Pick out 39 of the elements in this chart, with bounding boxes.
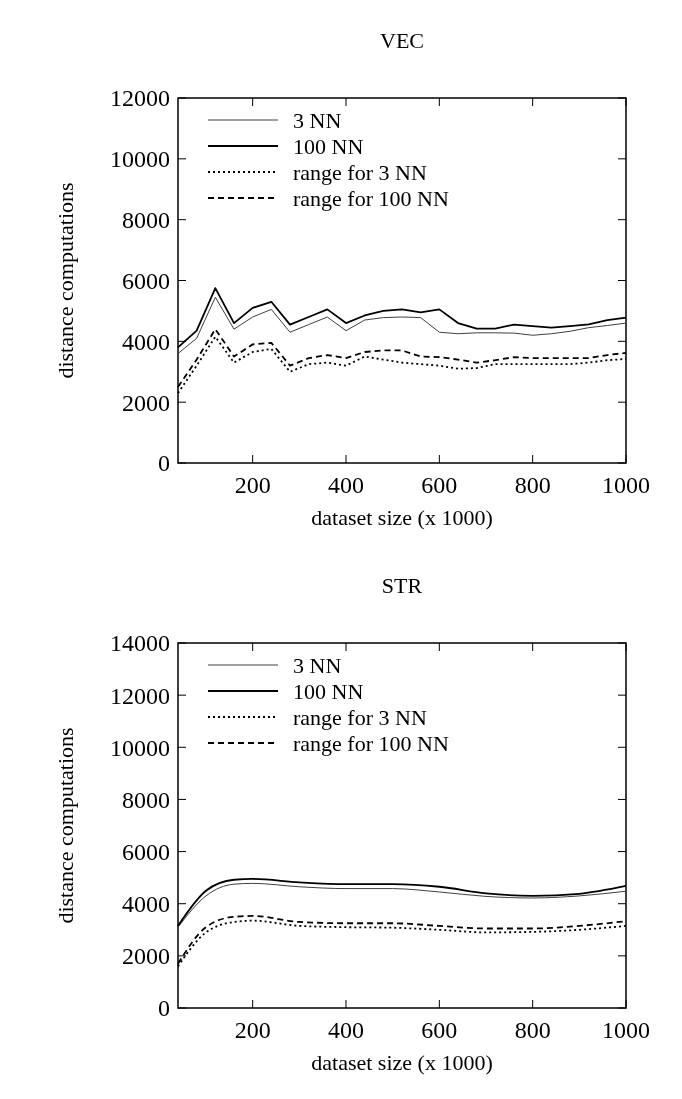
x-tick-label: 1000 xyxy=(602,1017,650,1043)
legend-label: 3 NN xyxy=(293,107,342,133)
y-tick-label: 10000 xyxy=(110,734,170,761)
chart-title: VEC xyxy=(380,28,424,53)
y-tick-label: 0 xyxy=(158,995,170,1022)
y-tick-label: 2000 xyxy=(122,943,170,970)
x-tick-label: 200 xyxy=(234,1017,271,1043)
y-tick-label: 6000 xyxy=(122,838,170,865)
y-tick-label: 6000 xyxy=(122,267,170,294)
x-tick-label: 400 xyxy=(328,472,364,498)
y-tick-label: 4000 xyxy=(122,891,170,918)
y-tick-label: 14000 xyxy=(110,630,170,657)
legend-label: 100 NN xyxy=(293,678,364,704)
y-tick-label: 12000 xyxy=(110,85,170,112)
x-tick-label: 200 xyxy=(234,472,271,498)
x-tick-label: 800 xyxy=(514,472,551,498)
legend-label: range for 100 NN xyxy=(293,185,449,211)
x-axis-title: dataset size (x 1000) xyxy=(311,505,493,530)
x-tick-label: 600 xyxy=(421,472,458,498)
y-tick-label: 12000 xyxy=(110,682,170,709)
legend-label: 3 NN xyxy=(293,652,342,678)
x-tick-label: 1000 xyxy=(602,472,650,498)
legend-label: range for 3 NN xyxy=(293,704,427,730)
legend-label: range for 100 NN xyxy=(293,730,449,756)
y-axis-title: distance computations xyxy=(53,182,78,379)
x-tick-label: 400 xyxy=(328,1017,364,1043)
y-tick-label: 8000 xyxy=(122,207,170,234)
y-tick-label: 8000 xyxy=(122,786,170,813)
legend-label: range for 3 NN xyxy=(293,159,427,185)
y-tick-label: 2000 xyxy=(122,389,170,416)
y-axis-title: distance computations xyxy=(53,727,78,924)
x-tick-label: 800 xyxy=(514,1017,551,1043)
chart-title: STR xyxy=(381,573,423,598)
legend-label: 100 NN xyxy=(293,133,364,159)
x-axis-title: dataset size (x 1000) xyxy=(311,1050,493,1075)
x-tick-label: 600 xyxy=(421,1017,458,1043)
y-tick-label: 0 xyxy=(158,450,170,477)
y-tick-label: 10000 xyxy=(110,146,170,173)
y-tick-label: 4000 xyxy=(122,328,170,355)
